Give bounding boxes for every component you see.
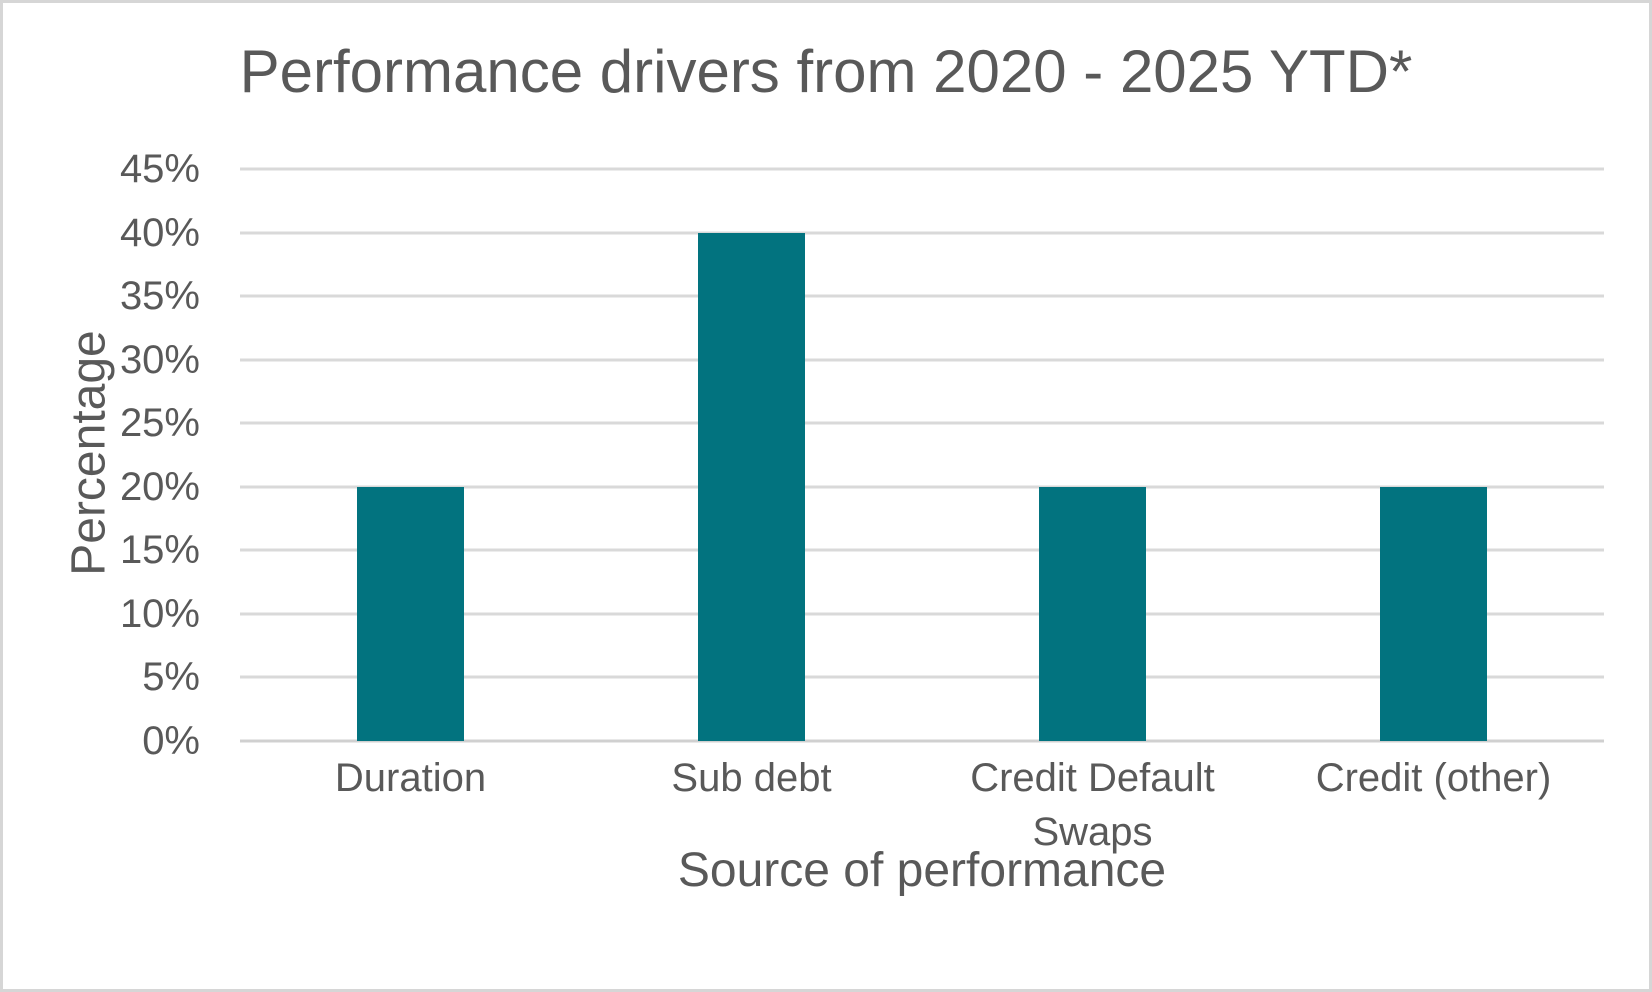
y-tick-label: 15% [119,528,200,573]
gridline [240,294,1604,298]
y-tick-label: 30% [119,337,200,382]
x-category-label-text: Duration [334,756,487,800]
y-tick-label: 25% [119,401,200,446]
bar-duration [357,486,464,741]
x-category-label-text: Sub debt [671,756,832,800]
bar-sub-debt [698,232,805,741]
y-tick-label: 10% [119,591,200,636]
gridline [240,167,1604,171]
chart-title: Performance drivers from 2020 - 2025 YTD… [239,38,1413,105]
bars [240,169,1604,741]
y-tick-label: 20% [119,464,200,509]
y-tick-label: 40% [119,210,200,255]
x-category-label-credit-default-swaps: Credit Default Swaps [922,751,1263,859]
y-axis-tick-labels: 0% 5% 10% 15% 20% 25% 30% 35% 40% 45% [3,149,200,761]
gridline [240,675,1604,679]
x-axis-category-labels: Duration Sub debt Credit Default Swaps Cred… [240,751,1604,859]
gridline [240,231,1604,235]
x-category-label-credit-other: Credit (other) [1263,751,1604,859]
x-axis-title: Source of performance [677,844,1167,897]
bar-credit-default-swaps [1039,486,1146,741]
gridline [240,548,1604,552]
bar-slot-sub-debt [581,169,922,741]
y-tick-label: 0% [142,719,200,763]
x-category-label-text: Credit Default Swaps [970,756,1215,854]
y-tick-label: 35% [119,274,200,319]
x-category-label-text: Credit (other) [1315,756,1552,800]
x-category-label-duration: Duration [240,751,581,859]
gridline [240,421,1604,425]
bar-credit-other [1380,486,1487,741]
plot-area [240,167,1604,743]
gridline [240,358,1604,362]
gridline [240,612,1604,616]
bar-slot-credit-default-swaps [922,169,1263,741]
x-axis-line [240,739,1604,743]
y-tick-label: 45% [119,147,200,191]
gridline [240,485,1604,489]
x-category-label-sub-debt: Sub debt [581,751,922,859]
bar-slot-credit-other [1263,169,1604,741]
bar-slot-duration [240,169,581,741]
y-tick-label: 5% [142,655,200,700]
